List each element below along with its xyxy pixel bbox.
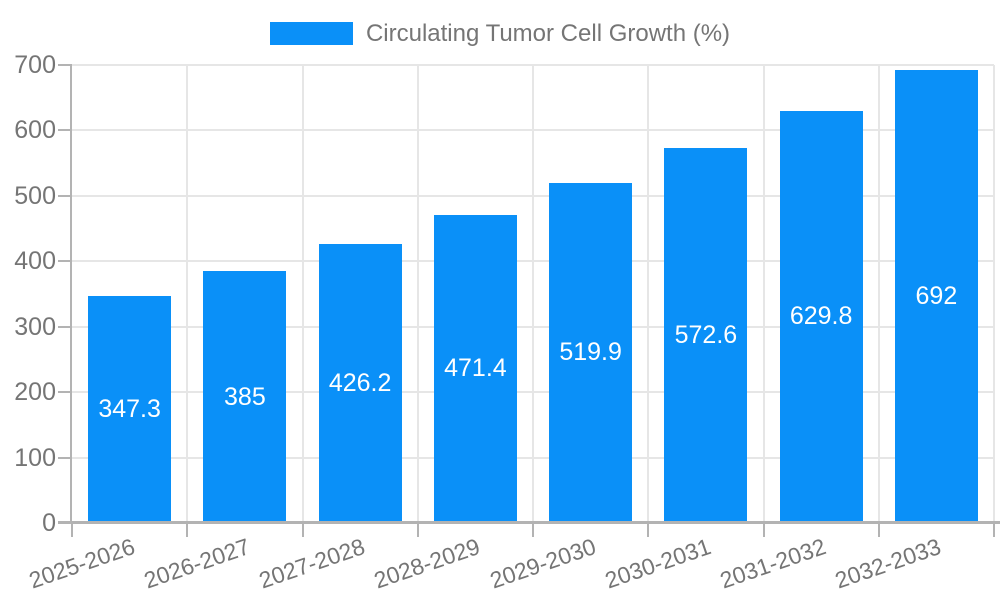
bar[interactable]: 471.4 <box>433 214 517 523</box>
bar[interactable]: 385 <box>203 271 287 523</box>
x-tick <box>647 523 649 537</box>
x-tick <box>763 523 765 537</box>
bar[interactable]: 692 <box>894 70 978 523</box>
y-axis-tick-label: 700 <box>14 51 56 79</box>
x-gridline <box>302 65 304 523</box>
y-axis-tick-label: 400 <box>14 247 56 275</box>
x-tick <box>532 523 534 537</box>
y-tick <box>58 129 72 131</box>
bar[interactable]: 629.8 <box>779 110 863 523</box>
x-gridline <box>878 65 880 523</box>
bar-value-label: 572.6 <box>674 321 738 350</box>
y-tick <box>58 195 72 197</box>
bar[interactable]: 572.6 <box>664 148 748 523</box>
y-axis-tick-label: 0 <box>42 509 56 537</box>
x-gridline <box>647 65 649 523</box>
bar-value-label: 629.8 <box>789 302 853 331</box>
y-axis-tick-label: 500 <box>14 182 56 210</box>
bar-value-label: 692 <box>915 282 958 311</box>
y-axis-line <box>70 65 72 523</box>
x-gridline <box>993 65 995 523</box>
x-tick <box>186 523 188 537</box>
bar-value-label: 347.3 <box>98 394 161 423</box>
x-gridline <box>532 65 534 523</box>
bar[interactable]: 347.3 <box>88 295 172 523</box>
y-axis-tick-label: 600 <box>14 116 56 144</box>
x-gridline <box>763 65 765 523</box>
y-tick <box>58 260 72 262</box>
y-axis-tick-label: 200 <box>14 378 56 406</box>
legend-swatch[interactable] <box>269 22 353 45</box>
legend-label[interactable]: Circulating Tumor Cell Growth (%) <box>365 19 731 47</box>
legend: Circulating Tumor Cell Growth (%) <box>0 19 1000 47</box>
x-axis-line <box>58 521 1000 524</box>
bar[interactable]: 519.9 <box>549 182 633 523</box>
bar-value-label: 385 <box>224 382 266 411</box>
bar[interactable]: 426.2 <box>318 244 402 523</box>
y-tick <box>58 326 72 328</box>
x-tick <box>878 523 880 537</box>
y-tick <box>58 457 72 459</box>
x-gridline <box>186 65 188 523</box>
x-tick <box>993 523 995 537</box>
bar-value-label: 519.9 <box>559 338 622 367</box>
x-gridline <box>417 65 419 523</box>
x-tick <box>71 523 73 537</box>
y-axis-tick-label: 300 <box>14 313 56 341</box>
x-tick <box>302 523 304 537</box>
y-axis-tick-label: 100 <box>14 444 56 472</box>
bar-value-label: 471.4 <box>444 354 507 383</box>
y-tick <box>58 64 72 66</box>
x-tick <box>417 523 419 537</box>
bar-value-label: 426.2 <box>328 369 392 398</box>
y-tick <box>58 391 72 393</box>
